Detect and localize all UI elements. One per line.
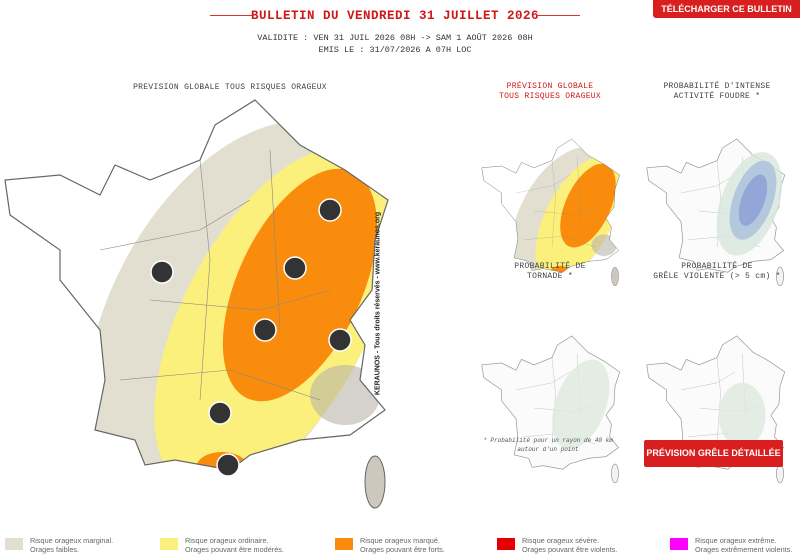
legend-label: Risque orageux marqué. bbox=[360, 536, 440, 545]
legend-description: Orages pouvant être forts. bbox=[360, 545, 445, 554]
mini-map-title: PROBABILITÉ DE GRÊLE VIOLENTE (> 5 cm) * bbox=[637, 262, 797, 282]
issued: EMIS LE : 31/07/2026 A 07H LOC bbox=[318, 45, 472, 55]
credit: KERAUNOS - Tous droits réservés - www.ke… bbox=[374, 211, 382, 396]
legend-swatch bbox=[160, 538, 178, 550]
legend-swatch bbox=[670, 538, 688, 550]
mini-map-title: PRÉVISION GLOBALE TOUS RISQUES ORAGEUX bbox=[470, 82, 630, 102]
legend-description: Orages pouvant être modérés. bbox=[185, 545, 284, 554]
title-block: BULLETIN DU VENDREDI 31 JUILLET 2026 bbox=[205, 6, 585, 24]
title-line: PROBABILITÉ DE bbox=[681, 262, 753, 271]
legend-description: Orages faibles. bbox=[30, 545, 80, 554]
download-button[interactable]: TÉLÉCHARGER CE BULLETIN bbox=[653, 0, 800, 18]
legend-label: Risque orageux ordinaire. bbox=[185, 536, 269, 545]
validity: VALIDITE : VEN 31 JUIL 2026 08H -> SAM 1… bbox=[257, 33, 533, 43]
footnote: * Probabilité pour un rayon de 40 km auto… bbox=[478, 436, 618, 454]
main-map-title: PREVISION GLOBALE TOUS RISQUES ORAGEUX bbox=[133, 83, 327, 92]
title-line: TORNADE * bbox=[527, 272, 573, 281]
mini-map-lightning bbox=[647, 139, 795, 286]
legend-description: Orages pouvant être violents. bbox=[522, 545, 618, 554]
footnote-line: * Probabilité pour un rayon de 40 km bbox=[483, 437, 613, 444]
rule bbox=[538, 15, 580, 16]
footnote-line: autour d'un point bbox=[517, 446, 579, 453]
legend-swatch bbox=[5, 538, 23, 550]
title-line: PRÉVISION GLOBALE bbox=[506, 82, 594, 91]
mini-map-title: PROBABILITÉ DE TORNADE * bbox=[470, 262, 630, 282]
hail-button[interactable]: PRÉVISION GRÊLE DÉTAILLÉE bbox=[644, 440, 783, 467]
mini-map-title: PROBABILITÉ D'INTENSE ACTIVITÉ FOUDRE * bbox=[637, 82, 797, 102]
legend-label: Risque orageux marginal. bbox=[30, 536, 114, 545]
bulletin-title: BULLETIN DU VENDREDI 31 JUILLET 2026 bbox=[250, 9, 540, 23]
main-map bbox=[5, 71, 446, 555]
legend-description: Orages extrêmement violents. bbox=[695, 545, 793, 554]
rule bbox=[210, 15, 252, 16]
title-line: PROBABILITÉ DE bbox=[514, 262, 586, 271]
legend-label: Risque orageux extrême. bbox=[695, 536, 777, 545]
title-line: GRÊLE VIOLENTE (> 5 cm) * bbox=[653, 272, 781, 281]
title-line: PROBABILITÉ D'INTENSE bbox=[663, 82, 771, 91]
title-line: TOUS RISQUES ORAGEUX bbox=[498, 92, 601, 101]
title-line: ACTIVITÉ FOUDRE * bbox=[673, 92, 761, 101]
legend-label: Risque orageux sévère. bbox=[522, 536, 600, 545]
mini-map-tornado bbox=[482, 336, 621, 483]
mini-map-hail bbox=[647, 336, 785, 483]
legend-swatch bbox=[335, 538, 353, 550]
legend-swatch bbox=[497, 538, 515, 550]
legend: Risque orageux marginal. Orages faibles. R… bbox=[0, 536, 800, 555]
